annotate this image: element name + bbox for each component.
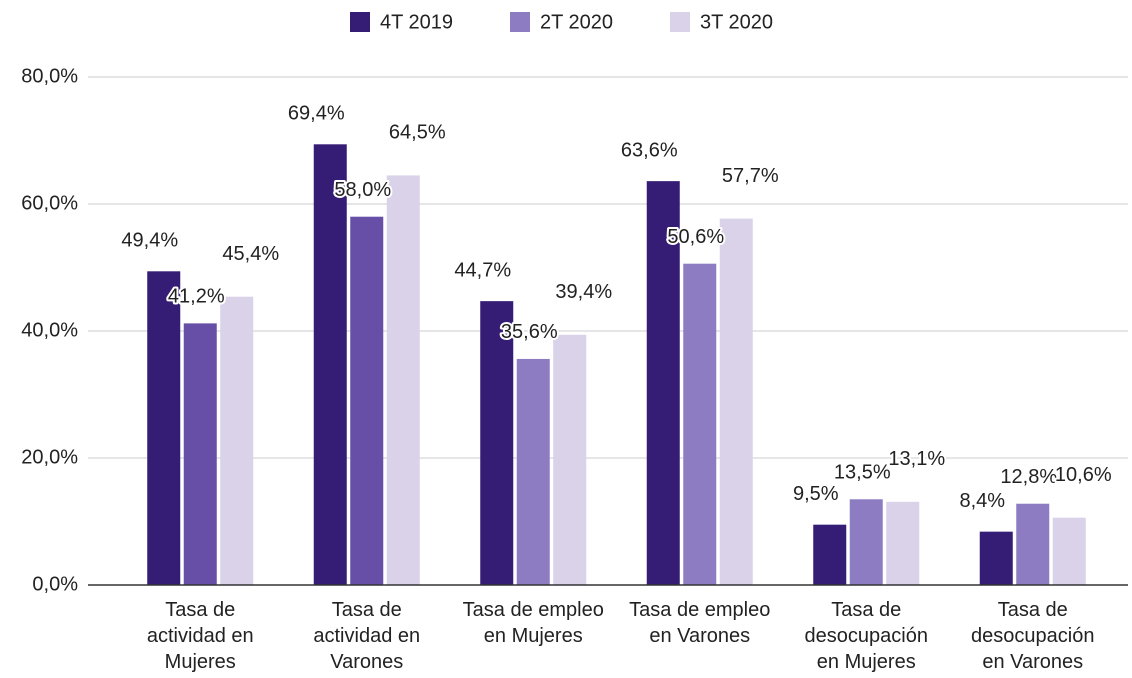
- bar: [313, 144, 347, 585]
- bar: [646, 181, 680, 585]
- bar: [1016, 503, 1050, 585]
- bar: [183, 323, 217, 585]
- bar: [516, 358, 550, 585]
- data-label: 8,4%: [959, 490, 1005, 512]
- data-label: 35,6%: [501, 321, 558, 343]
- x-tick-label: Tasa de empleo en Mujeres: [462, 599, 604, 647]
- legend-label: 3T 2020: [700, 11, 773, 33]
- bar: [386, 175, 420, 586]
- data-label: 45,4%: [222, 243, 279, 265]
- data-label: 63,6%: [621, 139, 678, 161]
- x-tick-label: Tasa de desocupación en Varones: [971, 599, 1095, 673]
- bar: [849, 499, 883, 585]
- legend-swatch: [670, 12, 690, 32]
- y-tick-label: 0,0%: [32, 573, 78, 595]
- data-label: 41,2%: [168, 286, 225, 308]
- data-label: 50,6%: [667, 226, 724, 248]
- data-label: 57,7%: [722, 165, 779, 187]
- legend-swatch: [510, 12, 530, 32]
- bar: [813, 524, 847, 585]
- y-tick-label: 60,0%: [21, 192, 78, 214]
- data-label: 58,0%: [334, 179, 391, 201]
- bar: [886, 501, 920, 585]
- data-label: 39,4%: [555, 281, 612, 303]
- data-label: 13,5%: [834, 462, 891, 484]
- y-tick-label: 80,0%: [21, 65, 78, 87]
- data-label: 64,5%: [389, 122, 446, 144]
- data-label: 13,1%: [888, 448, 945, 470]
- x-tick-label: Tasa de actividad en Varones: [313, 599, 421, 673]
- x-tick-label: Tasa de empleo en Varones: [629, 599, 771, 647]
- legend-swatch: [350, 12, 370, 32]
- data-label: 9,5%: [793, 483, 839, 505]
- data-label: 10,6%: [1055, 464, 1112, 486]
- bar: [719, 218, 753, 586]
- bar: [480, 301, 514, 585]
- x-tick-label: Tasa de desocupación en Mujeres: [804, 599, 928, 673]
- x-tick-label: Tasa de actividad en Mujeres: [146, 599, 254, 673]
- data-label: 12,8%: [1000, 466, 1057, 488]
- y-tick-label: 20,0%: [21, 446, 78, 468]
- bar: [1052, 517, 1086, 585]
- data-label: 69,4%: [288, 103, 345, 125]
- bar: [220, 296, 254, 585]
- bar: [553, 334, 587, 585]
- data-label: 44,7%: [454, 259, 511, 281]
- bar: [683, 263, 717, 585]
- legend-label: 4T 2019: [380, 11, 453, 33]
- bar: [979, 531, 1013, 585]
- y-tick-label: 40,0%: [21, 319, 78, 341]
- legend-label: 2T 2020: [540, 11, 613, 33]
- bar: [147, 271, 181, 585]
- data-label: 49,4%: [121, 230, 178, 252]
- bar: [350, 216, 384, 585]
